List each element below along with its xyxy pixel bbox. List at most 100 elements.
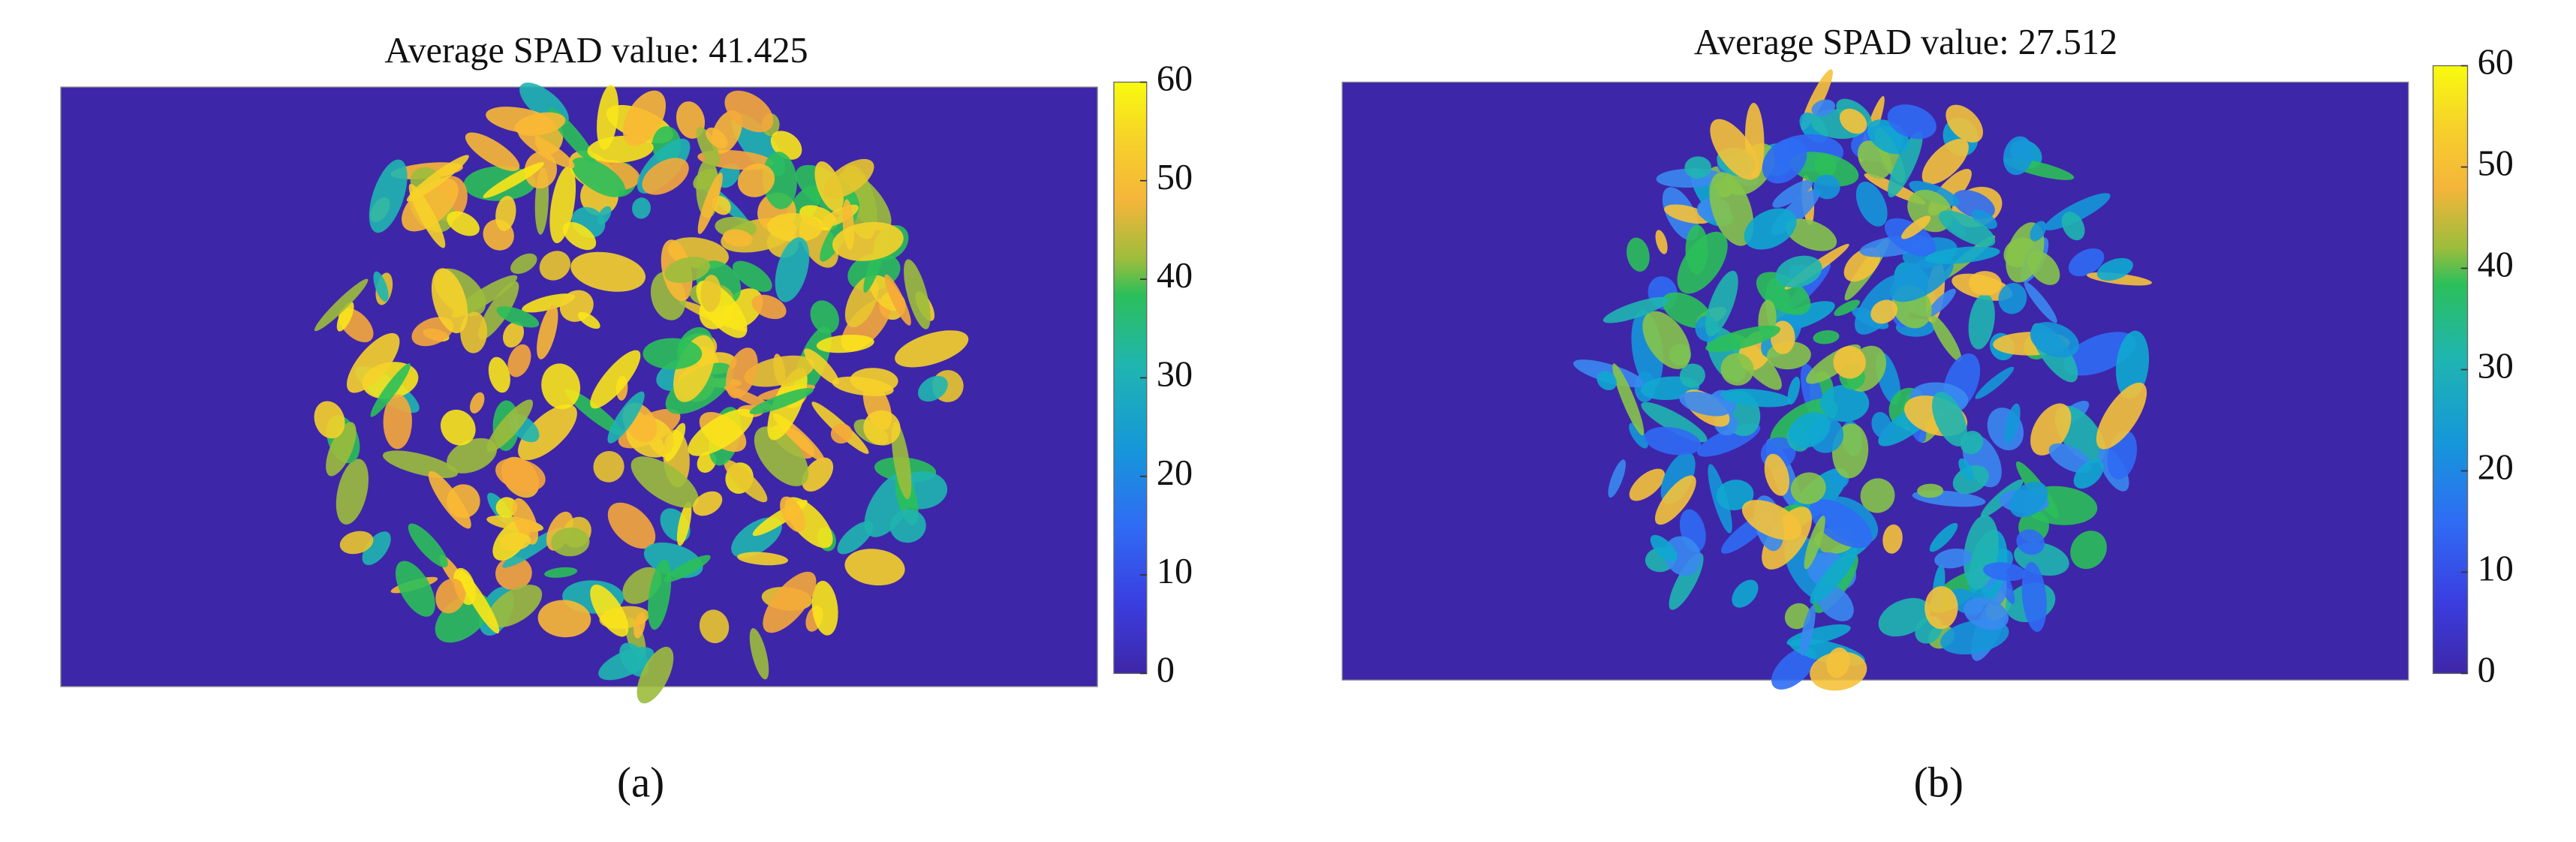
leaf [522,293,576,313]
leaf [751,294,787,320]
leaf [495,458,546,492]
leaf [2024,281,2057,323]
leaf [607,391,645,444]
leaf [507,344,531,377]
leaf [1929,522,1958,552]
leaf [395,561,435,617]
leaf [1804,516,1825,570]
leaf [767,212,823,242]
leaf [1612,363,1645,436]
leaf [1644,426,1702,456]
colorbar-tick-label: 0 [1157,650,1175,690]
leaf [749,387,814,414]
leaf [2021,562,2047,633]
leaf [440,409,476,446]
leaf [1820,384,1870,423]
leaf [1946,104,1983,143]
leaf [889,509,926,543]
leaf [512,498,539,545]
leaf [724,90,774,133]
colorbar-tick-label: 60 [2478,43,2514,83]
colorbar-tick-label: 30 [2478,347,2514,386]
leaf [470,392,485,413]
leaf [570,251,646,292]
leaf [2061,212,2085,241]
leaf [1934,548,1973,569]
leaf [844,549,905,586]
leaf [699,609,730,643]
leaf [447,211,480,236]
leaf [1860,478,1895,513]
leaf [1655,230,1668,254]
leaf [314,401,345,439]
colorbar-tick-label: 40 [2478,245,2514,285]
leaf [642,158,689,195]
leaf [1627,237,1650,272]
leaf [1642,311,1691,369]
leaf [642,338,703,370]
leaf [571,157,626,197]
colorbar-tick-label: 20 [2478,448,2514,488]
leaf [447,438,498,474]
leaf [762,152,797,209]
leaf [1602,296,1669,323]
colorbar-tick-label: 40 [1157,256,1193,296]
leaf [1800,605,1816,656]
leaf [664,257,710,284]
leaf [1971,209,1997,230]
colorbar-tick-label: 0 [2478,650,2496,690]
leaf [823,158,874,199]
leaf [632,197,651,219]
leaf [607,502,656,549]
leaf [411,317,454,347]
leaf [1705,325,1781,353]
leaf [2003,136,2033,176]
leaf [336,302,354,332]
leaf [1679,363,1705,388]
panel: Average SPAD value: 41.425 0 10 20 30 40 50 60 (… [60,31,1193,807]
colorbar-tick-label: 30 [1157,354,1193,394]
leaf [1705,270,1738,337]
leaf [408,523,448,568]
leaf [597,85,619,150]
leaf [1654,475,1696,525]
leaf [1810,651,1867,691]
leaf [537,600,591,638]
colorbar-tick-label: 60 [1157,59,1193,99]
leaf [816,334,874,353]
colorbar-tick-label: 50 [2478,144,2514,184]
leaf [1811,99,1835,117]
leaf [1927,288,1956,317]
colorbar-tick-label: 20 [1157,453,1193,493]
leaf [1958,458,1974,481]
plant-canopy [314,83,969,704]
leaf [1921,139,1969,185]
leaf [486,107,555,134]
leaf [314,278,369,332]
leaf [2030,221,2047,242]
leaf [648,559,672,630]
leaf [775,237,810,302]
colorbar-tick-label: 10 [1157,552,1193,591]
leaf [724,459,768,503]
leaf [1786,218,1837,251]
leaf [1888,131,1923,197]
plant-canopy [1572,69,2153,691]
leaf [593,450,624,483]
leaf [486,399,534,453]
leaf [1855,182,1888,227]
leaf [1834,299,1861,317]
leaf [1771,647,1816,690]
leaf [2096,382,2147,450]
leaf [1870,299,1898,324]
leaf [717,163,740,188]
leaf [539,251,571,281]
leaf [737,164,775,197]
leaf [1882,524,1903,554]
leaf [1684,156,1712,179]
leaf [598,647,655,681]
leaf [832,376,894,396]
leaf [1787,376,1801,405]
leaf [630,456,699,508]
leaf [1720,388,1792,407]
